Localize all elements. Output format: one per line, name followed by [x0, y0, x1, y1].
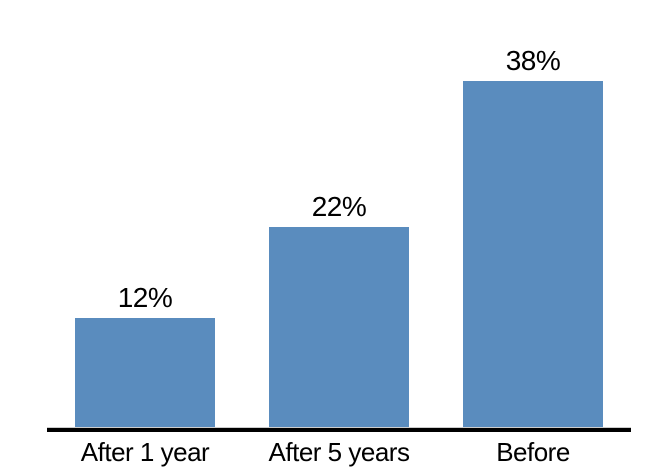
bar-value-label: 38% — [505, 45, 561, 76]
x-axis-label: After 1 year — [80, 437, 210, 467]
bar-group: 22% — [269, 193, 409, 428]
x-axis-labels: After 1 year After 5 years Before — [47, 438, 631, 467]
bar — [269, 227, 409, 428]
bar-group: 12% — [75, 284, 215, 428]
bar — [75, 318, 215, 428]
bar-group: 38% — [463, 47, 603, 428]
x-axis-label: After 5 years — [268, 437, 410, 467]
x-axis-line — [47, 428, 631, 432]
bar — [463, 81, 603, 428]
x-axis-label: Before — [496, 437, 570, 467]
bar-value-label: 22% — [311, 191, 367, 222]
plot-area: 12% 22% 38% — [47, 0, 631, 428]
bar-value-label: 12% — [117, 282, 173, 313]
